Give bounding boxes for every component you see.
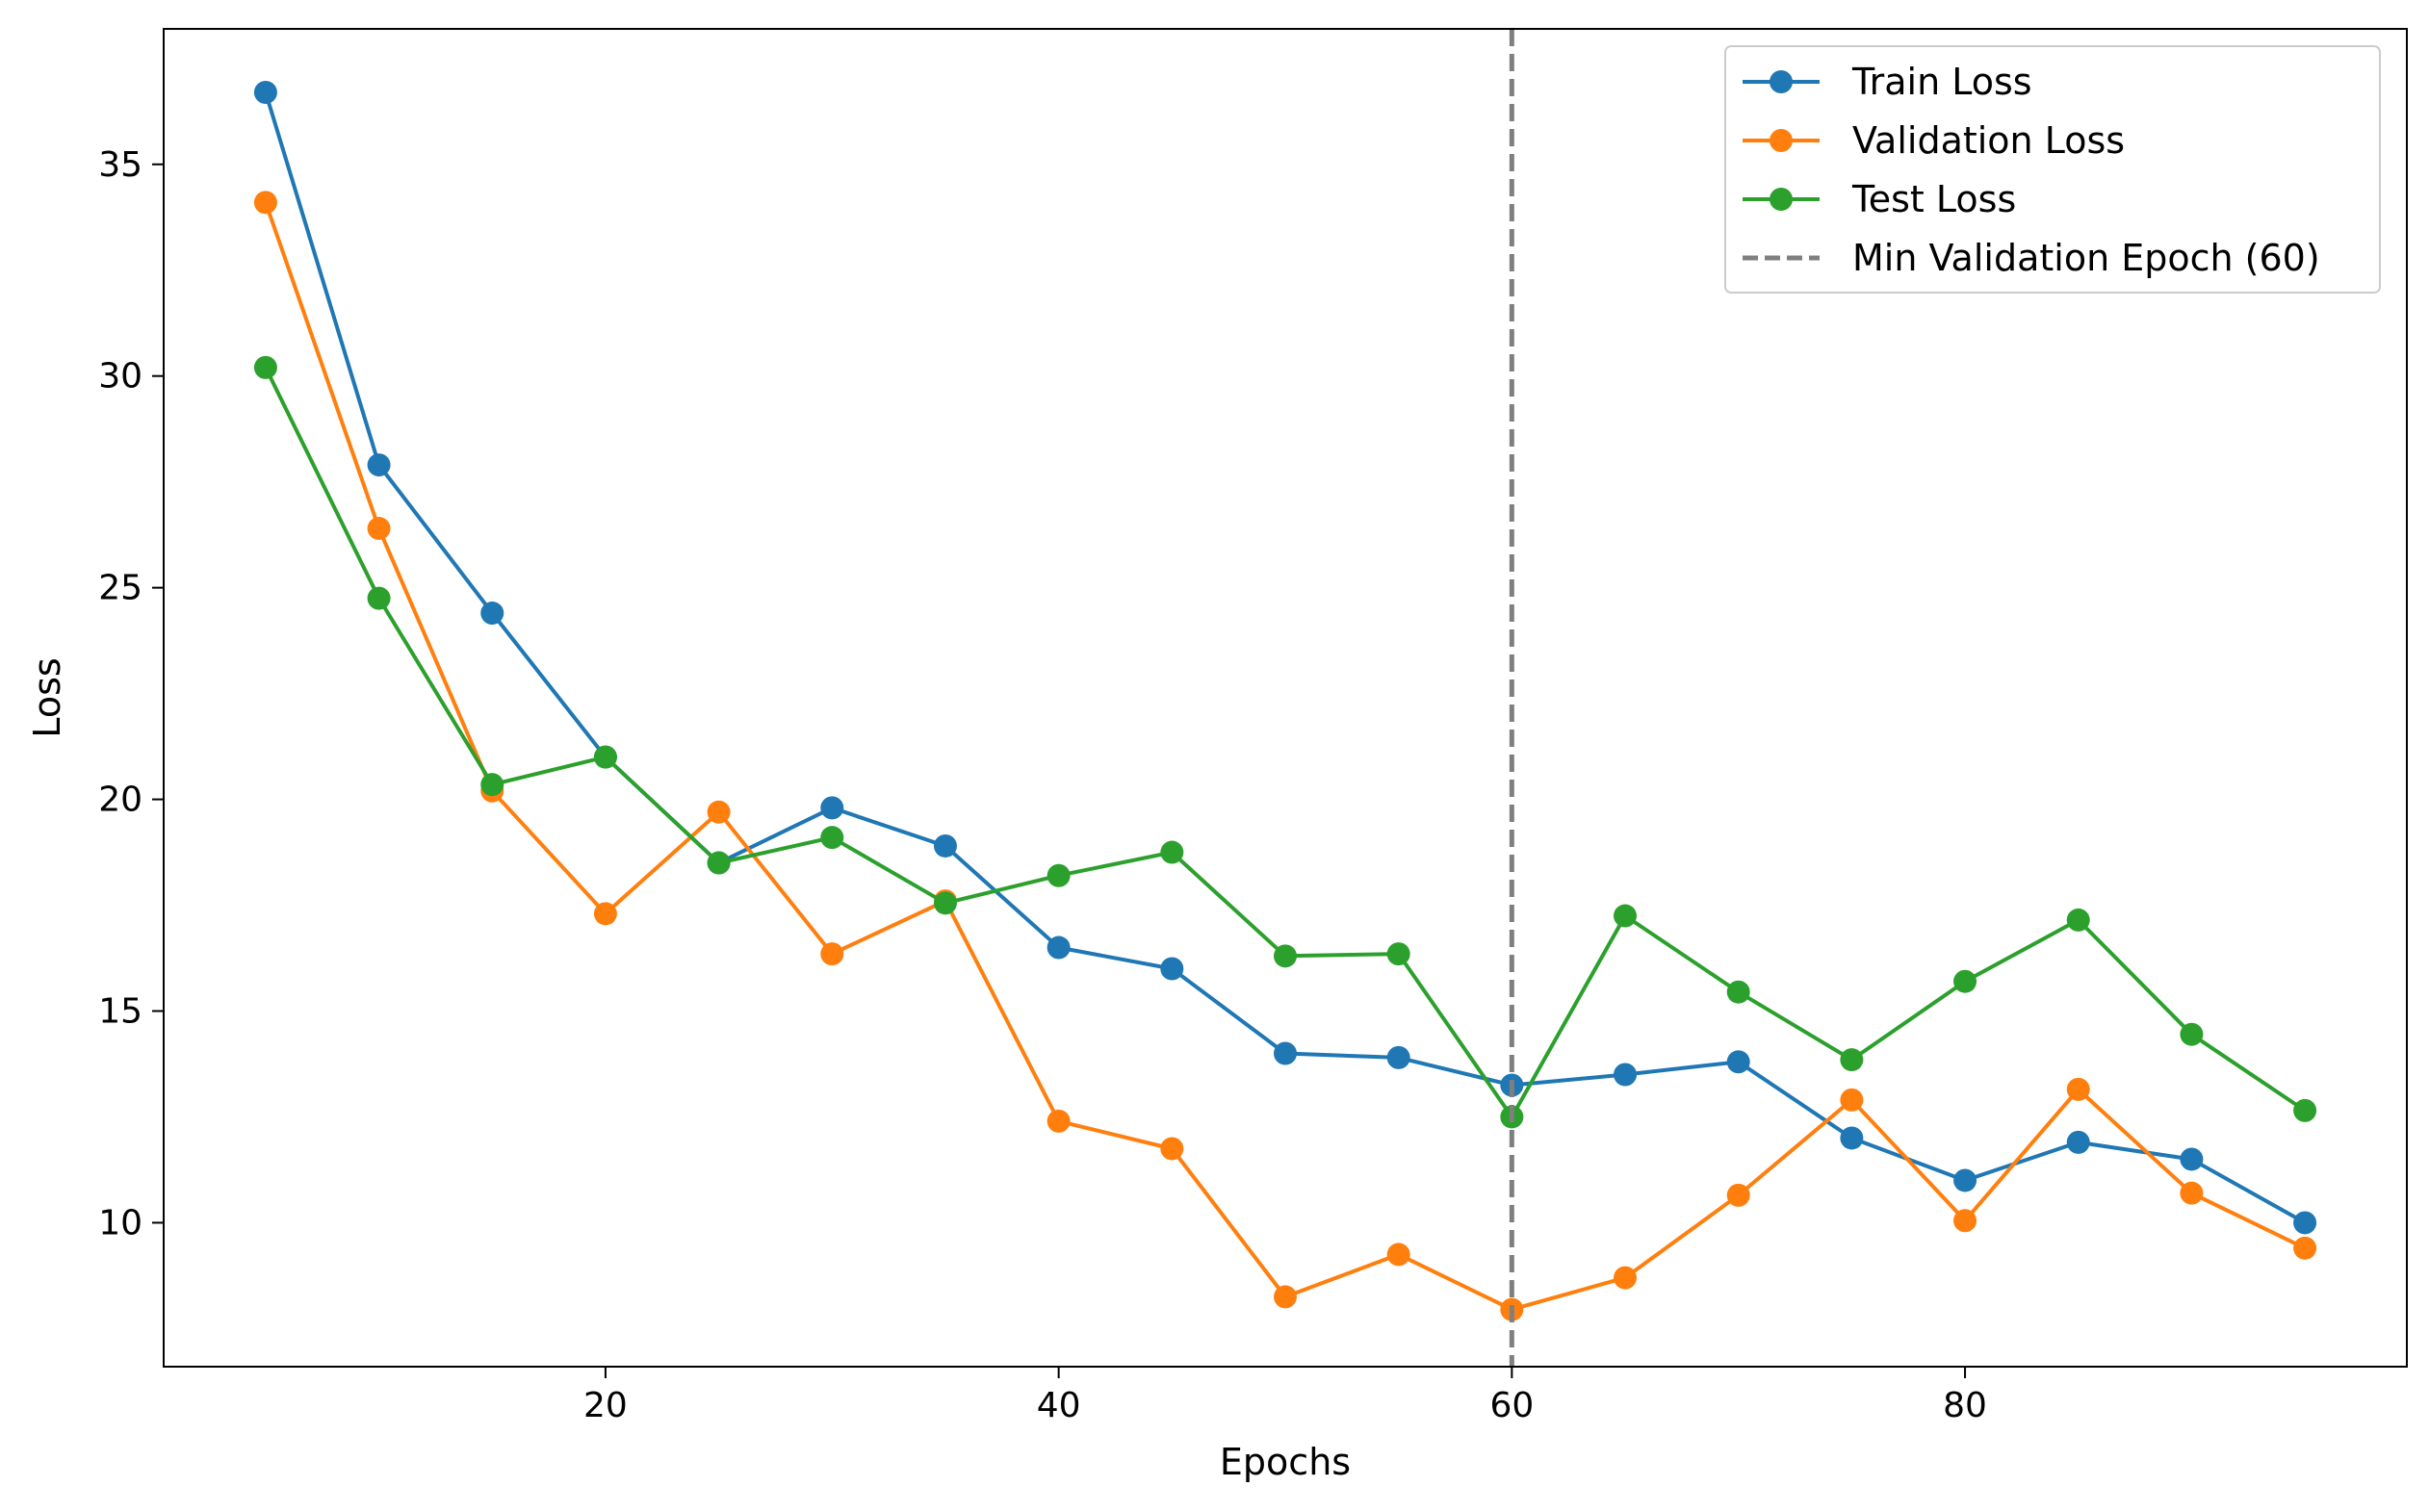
data-point <box>1160 957 1184 981</box>
legend-marker <box>1770 129 1793 152</box>
y-tick-label: 15 <box>98 992 142 1032</box>
data-point <box>253 191 277 215</box>
data-point <box>480 773 504 797</box>
legend-box <box>1724 45 2381 294</box>
y-tick-label: 35 <box>98 145 142 185</box>
legend-marker <box>1770 70 1793 93</box>
data-point <box>1614 904 1638 928</box>
data-point <box>1953 1168 1977 1192</box>
data-point <box>1614 1063 1638 1087</box>
data-point <box>1953 969 1977 993</box>
legend: Train Loss Validation Loss Test Loss Min Va… <box>1724 45 2381 294</box>
y-axis-label: Loss <box>26 657 68 737</box>
data-point <box>253 80 277 104</box>
data-point <box>1614 1266 1638 1290</box>
x-axis-label: Epochs <box>1220 1441 1351 1483</box>
y-tick-label: 30 <box>98 357 142 397</box>
x-tick-label: 20 <box>583 1386 628 1425</box>
data-point <box>820 942 844 966</box>
plot-marks <box>253 29 2317 1367</box>
data-point <box>367 453 391 477</box>
data-point <box>1840 1088 1864 1112</box>
data-point <box>1047 863 1071 887</box>
data-point <box>1274 1285 1297 1309</box>
data-point <box>1160 1137 1184 1161</box>
data-point <box>593 902 617 926</box>
series-test-loss <box>253 355 2317 1129</box>
legend-label: Train Loss <box>1851 61 2032 103</box>
data-point <box>1274 944 1297 968</box>
data-point <box>2180 1022 2204 1046</box>
x-tick-label: 80 <box>1943 1386 1987 1425</box>
data-point <box>1726 980 1750 1004</box>
data-point <box>253 355 277 379</box>
data-point <box>1726 1050 1750 1074</box>
x-tick-label: 40 <box>1037 1386 1081 1425</box>
data-point <box>1840 1048 1864 1072</box>
data-point <box>820 796 844 820</box>
data-point <box>1840 1126 1864 1150</box>
data-point <box>2180 1181 2204 1205</box>
data-point <box>367 586 391 610</box>
data-point <box>1953 1209 1977 1233</box>
data-point <box>707 851 731 875</box>
data-point <box>2066 1130 2090 1154</box>
legend-label: Validation Loss <box>1852 119 2125 162</box>
legend-label: Test Loss <box>1851 178 2016 220</box>
data-point <box>1047 1109 1071 1133</box>
data-point <box>2293 1211 2317 1235</box>
plot-frame <box>163 28 2408 1368</box>
data-point <box>2293 1098 2317 1122</box>
data-point <box>1386 1243 1410 1267</box>
x-axis: 20 40 60 80 <box>583 1367 1987 1425</box>
data-point <box>1047 935 1071 960</box>
data-point <box>2293 1236 2317 1260</box>
y-tick-label: 20 <box>98 781 142 820</box>
data-point <box>1274 1041 1297 1065</box>
data-point <box>1386 942 1410 966</box>
data-point <box>933 833 957 858</box>
y-tick-label: 10 <box>98 1203 142 1243</box>
y-tick-label: 25 <box>98 569 142 608</box>
data-point <box>367 517 391 541</box>
data-point <box>2180 1147 2204 1171</box>
data-point <box>480 602 504 626</box>
x-tick-label: 60 <box>1489 1386 1534 1425</box>
y-axis: 10 15 20 25 30 35 <box>98 145 164 1243</box>
legend-marker <box>1770 188 1793 211</box>
data-point <box>1160 840 1184 864</box>
data-point <box>1386 1045 1410 1069</box>
data-point <box>933 891 957 915</box>
data-point <box>820 826 844 850</box>
data-point <box>2066 1077 2090 1101</box>
data-point <box>707 800 731 824</box>
data-point <box>593 745 617 769</box>
legend-label: Min Validation Epoch (60) <box>1852 237 2320 279</box>
data-point <box>1726 1183 1750 1207</box>
data-point <box>2066 908 2090 932</box>
